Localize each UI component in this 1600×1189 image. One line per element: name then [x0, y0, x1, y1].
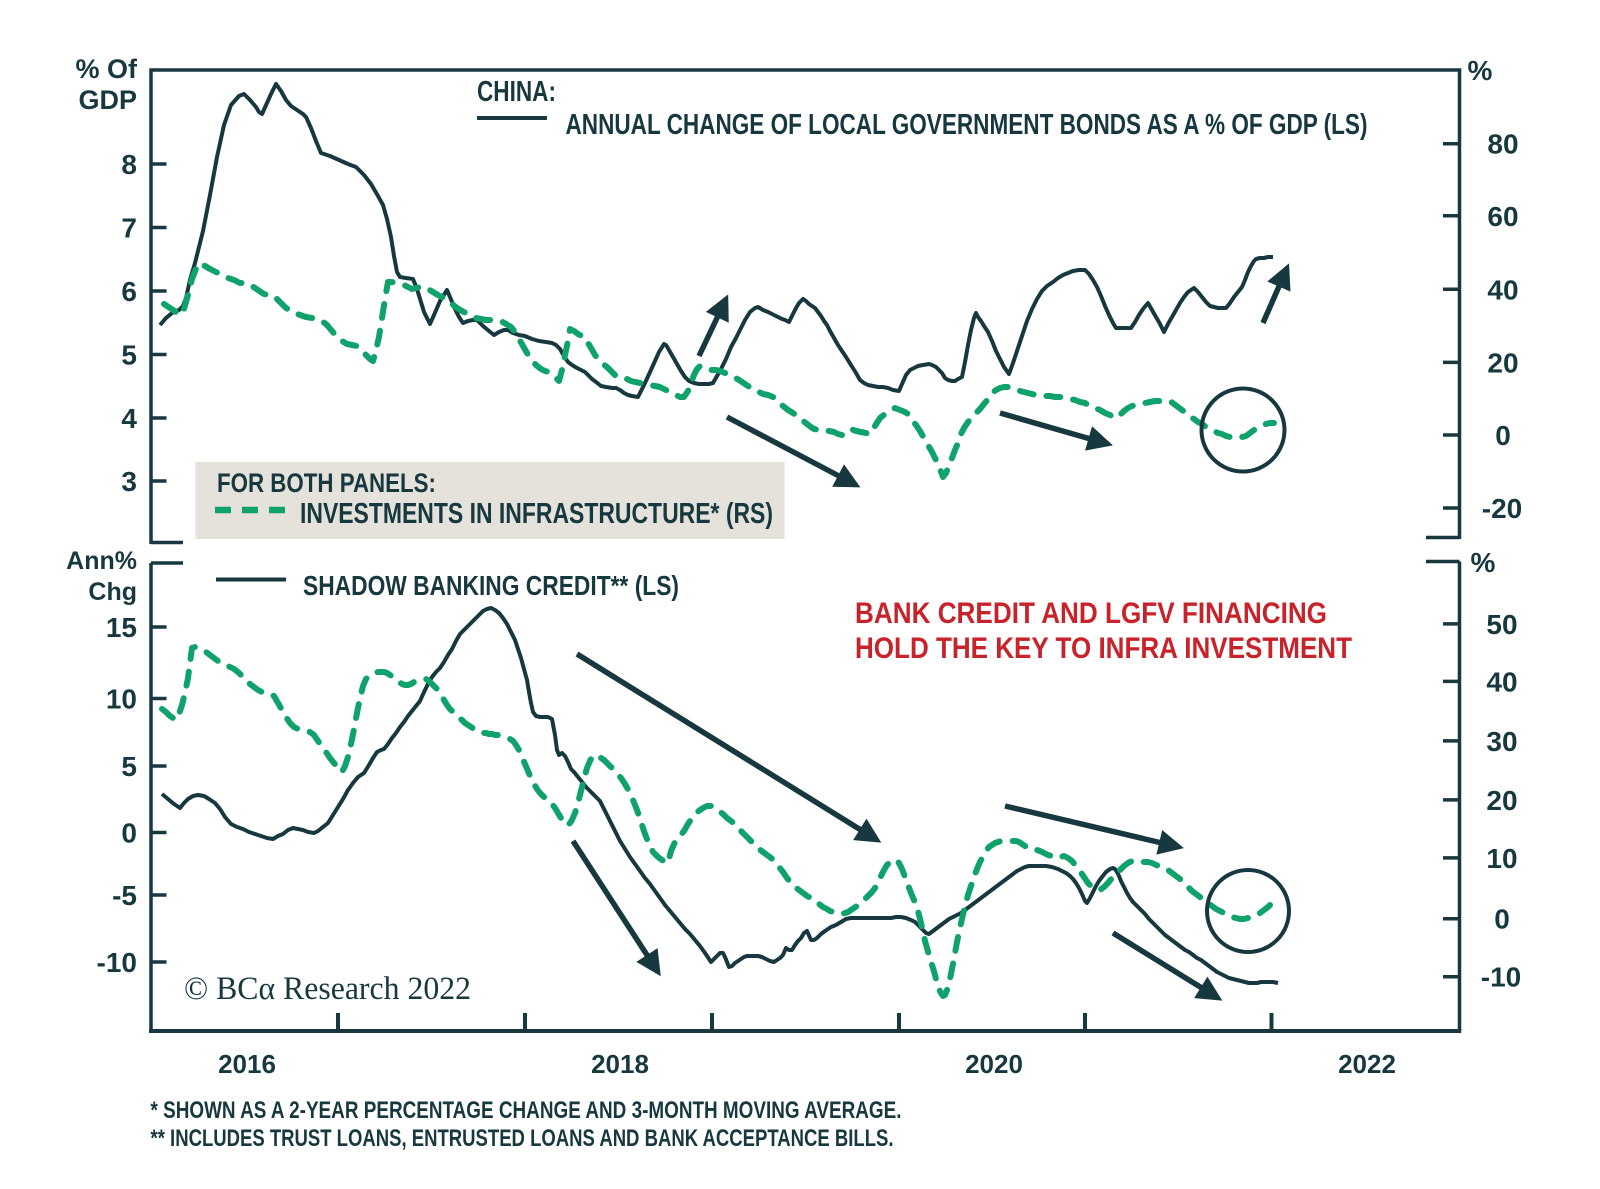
svg-text:FOR BOTH PANELS:: FOR BOTH PANELS: [217, 468, 436, 498]
svg-text:15: 15 [106, 612, 137, 643]
svg-text:BANK CREDIT AND LGFV FINANCING: BANK CREDIT AND LGFV FINANCING [855, 597, 1327, 630]
svg-text:10: 10 [106, 684, 137, 715]
svg-text:2016: 2016 [218, 1049, 276, 1079]
svg-text:© BCα Research 2022: © BCα Research 2022 [184, 971, 471, 1007]
svg-text:20: 20 [1487, 347, 1518, 378]
svg-text:SHADOW BANKING CREDIT** (LS): SHADOW BANKING CREDIT** (LS) [303, 570, 679, 601]
svg-text:6: 6 [121, 276, 137, 307]
svg-text:5: 5 [121, 751, 137, 782]
svg-text:ANNUAL CHANGE OF LOCAL GOVERNM: ANNUAL CHANGE OF LOCAL GOVERNMENT BONDS … [566, 109, 1368, 141]
svg-text:30: 30 [1486, 726, 1517, 757]
svg-text:% Of: % Of [75, 54, 138, 84]
svg-text:0: 0 [1495, 420, 1511, 451]
svg-text:4: 4 [121, 403, 137, 434]
svg-text:%: % [1471, 547, 1496, 578]
svg-text:40: 40 [1486, 666, 1517, 697]
svg-text:-10: -10 [97, 947, 137, 978]
svg-text:Ann%: Ann% [66, 547, 137, 575]
svg-text:-20: -20 [1482, 493, 1522, 524]
svg-text:2018: 2018 [591, 1049, 649, 1079]
svg-text:%: % [1468, 55, 1493, 86]
svg-text:5: 5 [121, 340, 137, 371]
svg-text:-10: -10 [1481, 962, 1521, 993]
svg-text:80: 80 [1487, 129, 1518, 160]
svg-text:** INCLUDES TRUST LOANS, ENTRU: ** INCLUDES TRUST LOANS, ENTRUSTED LOANS… [151, 1125, 894, 1152]
svg-text:7: 7 [121, 213, 137, 244]
svg-text:CHINA:: CHINA: [477, 76, 556, 108]
svg-text:GDP: GDP [78, 85, 137, 115]
svg-text:Chg: Chg [88, 578, 137, 606]
svg-text:60: 60 [1487, 201, 1518, 232]
svg-text:* SHOWN AS A 2-YEAR PERCENTAGE: * SHOWN AS A 2-YEAR PERCENTAGE CHANGE AN… [151, 1097, 902, 1124]
svg-text:0: 0 [1494, 904, 1510, 935]
svg-text:8: 8 [121, 149, 137, 180]
svg-text:2022: 2022 [1338, 1049, 1396, 1079]
svg-text:HOLD THE KEY TO INFRA INVESTME: HOLD THE KEY TO INFRA INVESTMENT [855, 632, 1352, 665]
svg-text:-5: -5 [112, 880, 137, 911]
svg-text:0: 0 [121, 818, 137, 849]
svg-text:INVESTMENTS IN INFRASTRUCTURE*: INVESTMENTS IN INFRASTRUCTURE* (RS) [300, 498, 773, 530]
svg-text:2020: 2020 [965, 1049, 1023, 1079]
svg-text:10: 10 [1486, 843, 1517, 874]
svg-text:3: 3 [121, 466, 137, 497]
svg-text:20: 20 [1486, 785, 1517, 816]
svg-text:40: 40 [1487, 274, 1518, 305]
svg-text:50: 50 [1486, 609, 1517, 640]
